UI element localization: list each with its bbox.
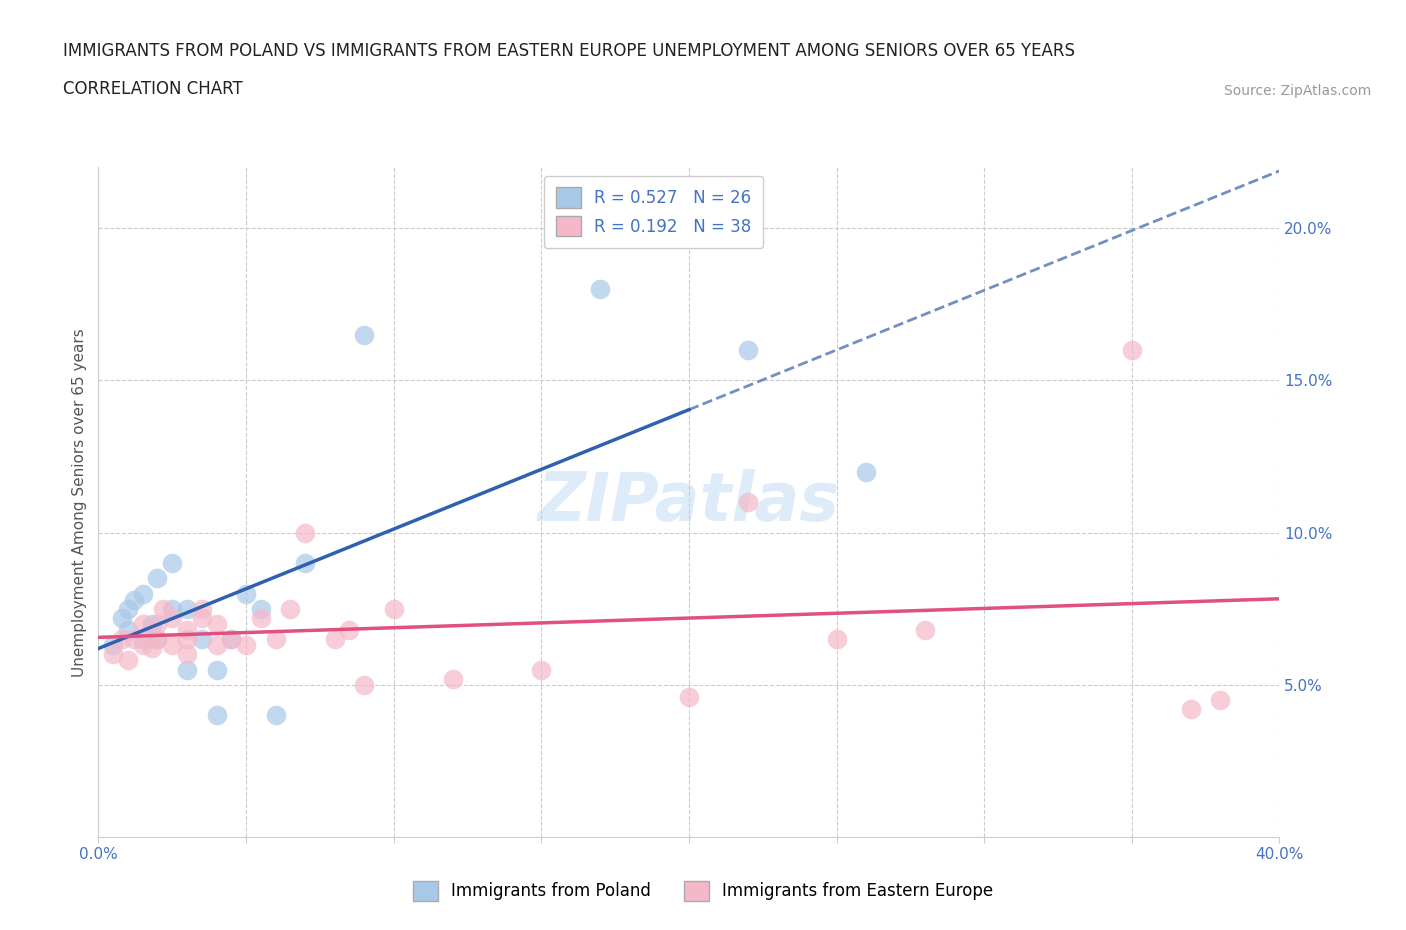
- Point: [264, 708, 287, 723]
- Point: [530, 662, 553, 677]
- Point: [132, 638, 155, 653]
- Point: [205, 662, 228, 677]
- Text: ZIPatlas: ZIPatlas: [538, 470, 839, 535]
- Point: [141, 641, 163, 656]
- Point: [353, 327, 375, 342]
- Point: [205, 708, 228, 723]
- Point: [678, 689, 700, 704]
- Point: [191, 602, 214, 617]
- Point: [205, 638, 228, 653]
- Point: [111, 610, 134, 625]
- Point: [146, 631, 169, 646]
- Point: [294, 555, 316, 570]
- Point: [117, 653, 139, 668]
- Point: [1121, 342, 1143, 357]
- Point: [162, 555, 183, 570]
- Point: [132, 617, 155, 631]
- Point: [235, 638, 257, 653]
- Point: [122, 592, 145, 607]
- Point: [191, 631, 214, 646]
- Point: [132, 586, 155, 601]
- Point: [103, 638, 125, 653]
- Point: [589, 282, 612, 297]
- Point: [152, 602, 174, 617]
- Legend: R = 0.527   N = 26, R = 0.192   N = 38: R = 0.527 N = 26, R = 0.192 N = 38: [544, 176, 763, 248]
- Point: [737, 495, 759, 510]
- Point: [825, 631, 848, 646]
- Text: Source: ZipAtlas.com: Source: ZipAtlas.com: [1223, 84, 1371, 98]
- Point: [146, 571, 169, 586]
- Point: [122, 631, 145, 646]
- Point: [250, 602, 273, 617]
- Point: [250, 610, 273, 625]
- Point: [294, 525, 316, 540]
- Point: [146, 631, 169, 646]
- Point: [176, 647, 198, 662]
- Point: [162, 610, 183, 625]
- Legend: Immigrants from Poland, Immigrants from Eastern Europe: Immigrants from Poland, Immigrants from …: [406, 874, 1000, 908]
- Point: [235, 586, 257, 601]
- Point: [117, 622, 139, 637]
- Point: [176, 662, 198, 677]
- Point: [191, 610, 214, 625]
- Point: [219, 631, 242, 646]
- Y-axis label: Unemployment Among Seniors over 65 years: Unemployment Among Seniors over 65 years: [72, 328, 87, 677]
- Point: [205, 617, 228, 631]
- Point: [117, 602, 139, 617]
- Point: [278, 602, 302, 617]
- Point: [132, 631, 155, 646]
- Point: [353, 677, 375, 692]
- Point: [141, 617, 163, 631]
- Point: [176, 622, 198, 637]
- Point: [737, 342, 759, 357]
- Point: [323, 631, 346, 646]
- Point: [162, 602, 183, 617]
- Point: [382, 602, 405, 617]
- Point: [219, 631, 242, 646]
- Point: [1180, 702, 1202, 717]
- Text: CORRELATION CHART: CORRELATION CHART: [63, 80, 243, 98]
- Point: [176, 602, 198, 617]
- Point: [176, 631, 198, 646]
- Point: [103, 647, 125, 662]
- Text: IMMIGRANTS FROM POLAND VS IMMIGRANTS FROM EASTERN EUROPE UNEMPLOYMENT AMONG SENI: IMMIGRANTS FROM POLAND VS IMMIGRANTS FRO…: [63, 43, 1076, 60]
- Point: [855, 464, 877, 479]
- Point: [111, 631, 134, 646]
- Point: [337, 622, 360, 637]
- Point: [162, 638, 183, 653]
- Point: [441, 671, 464, 686]
- Point: [264, 631, 287, 646]
- Point: [146, 617, 169, 631]
- Point: [1209, 693, 1232, 708]
- Point: [914, 622, 936, 637]
